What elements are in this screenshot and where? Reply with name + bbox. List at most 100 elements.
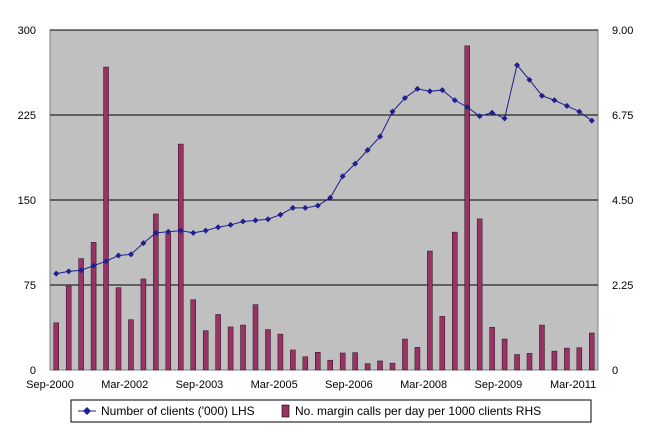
bar [526, 353, 533, 371]
line-point [588, 117, 595, 124]
line-point [190, 229, 197, 236]
bar [489, 327, 495, 371]
line-point [352, 160, 359, 167]
bar [576, 347, 583, 371]
bar [178, 143, 184, 371]
bar [252, 304, 259, 371]
legend-bar-swatch [281, 404, 290, 418]
bar [439, 316, 446, 371]
line-point [576, 108, 583, 115]
line-point [426, 88, 433, 95]
line-point [389, 108, 396, 115]
line-point [277, 211, 284, 218]
bar [277, 333, 284, 371]
bar [215, 314, 221, 371]
bar [476, 218, 483, 371]
bar [327, 359, 333, 371]
bar [414, 347, 421, 371]
bar [315, 351, 321, 371]
bar [539, 324, 545, 371]
bar [103, 66, 109, 371]
line-point [514, 62, 521, 69]
bar [514, 354, 520, 371]
line-point [364, 147, 371, 154]
legend-diamond-icon [83, 407, 91, 415]
line-point [339, 173, 346, 180]
left-tick-label: 150 [18, 195, 36, 207]
x-tick-label: Mar-2008 [400, 379, 447, 391]
bar [377, 360, 383, 371]
line-point [152, 229, 159, 236]
left-tick-label: 75 [24, 280, 36, 292]
bar [564, 347, 570, 371]
bar [227, 326, 234, 371]
bar [364, 363, 371, 371]
bar [65, 285, 72, 371]
x-tick-label: Sep-2009 [475, 379, 523, 391]
line-point [563, 102, 570, 109]
line-point [90, 262, 97, 269]
x-tick-label: Mar-2005 [251, 379, 298, 391]
legend-label-clients: Number of clients ('000) LHS [101, 404, 255, 418]
bar [53, 322, 59, 371]
line-point [289, 204, 296, 211]
bar [140, 278, 147, 371]
left-tick-label: 0 [30, 365, 36, 377]
line-point [202, 227, 209, 234]
line-point [103, 258, 110, 265]
bar [128, 319, 134, 371]
line-series [53, 62, 595, 277]
line-point [264, 216, 271, 223]
bar [302, 356, 309, 371]
bar [452, 231, 458, 371]
right-tick-label: 9.00 [612, 25, 633, 37]
line-point [526, 76, 533, 83]
right-tick-label: 4.50 [612, 195, 633, 207]
line-point [115, 252, 122, 259]
line-point [177, 227, 184, 234]
line-point [140, 240, 147, 247]
x-tick-label: Sep-2006 [325, 379, 373, 391]
line-point [414, 85, 421, 92]
bar [339, 352, 346, 371]
line-point [302, 204, 309, 211]
left-tick-label: 225 [18, 110, 36, 122]
bar [427, 250, 433, 371]
x-axis-ticks: Sep-2000 Mar-2002 Sep-2003 Mar-2005 Sep-2006… [26, 379, 596, 391]
bar [501, 338, 508, 371]
x-tick-label: Sep-2000 [26, 379, 74, 391]
bar [115, 287, 122, 371]
line-point [227, 221, 234, 228]
bar [464, 45, 470, 371]
x-tick-label: Mar-2002 [101, 379, 148, 391]
line-point [551, 97, 558, 104]
right-axis-ticks: 0 2.25 4.50 6.75 9.00 [612, 25, 633, 377]
right-tick-label: 2.25 [612, 280, 633, 292]
line-point [252, 217, 259, 224]
line-point [476, 113, 483, 120]
x-tick-label: Sep-2003 [176, 379, 224, 391]
line-point [78, 267, 85, 274]
bar [551, 350, 558, 371]
line-point [127, 251, 134, 258]
bar [402, 338, 408, 371]
bar [78, 258, 84, 371]
line-point [377, 133, 384, 140]
bar [190, 299, 196, 371]
line-point [53, 270, 60, 277]
bar [290, 349, 296, 371]
line-point [451, 97, 458, 104]
line-point [464, 104, 471, 111]
line-point [538, 92, 545, 99]
legend-box [70, 399, 592, 423]
line-point [314, 202, 321, 209]
line-point [489, 109, 496, 116]
bar [240, 324, 246, 371]
x-tick-label: Mar-2011 [550, 379, 596, 391]
bar [352, 352, 358, 371]
bar [389, 362, 396, 371]
line-point [215, 224, 222, 231]
bar [165, 232, 172, 371]
right-tick-label: 0 [612, 365, 618, 377]
line-point [65, 268, 72, 275]
